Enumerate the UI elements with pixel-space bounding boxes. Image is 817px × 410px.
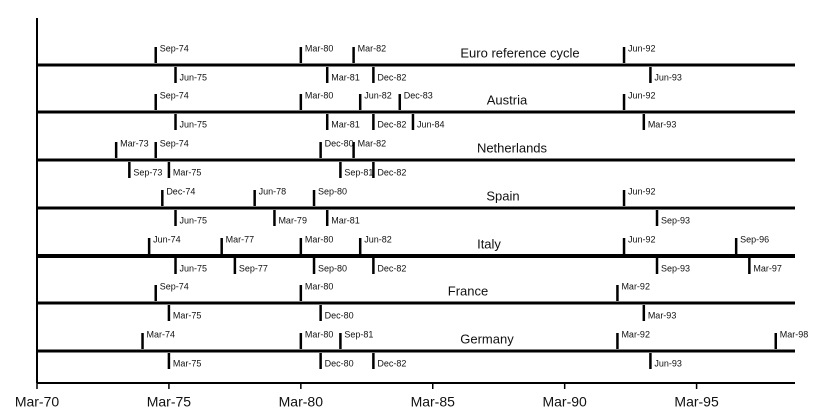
peak-label: Mar-80 [305,43,334,53]
x-tick-label: Mar-90 [542,394,587,410]
trough-label: Mar-75 [173,358,202,368]
trough-label: Mar-81 [331,119,360,129]
peak-label: Mar-82 [358,43,387,53]
trough-label: Mar-97 [753,263,782,273]
x-tick-label: Mar-75 [147,394,192,410]
peak-label: Mar-98 [780,329,809,339]
row-name: Italy [477,236,501,251]
row-name: Germany [460,331,514,346]
trough-label: Sep-93 [661,215,690,225]
trough-label: Sep-77 [239,263,268,273]
x-tick-label: Mar-95 [674,394,719,410]
peak-label: Mar-82 [358,138,387,148]
peak-label: Mar-92 [621,329,650,339]
peak-label: Jun-82 [364,234,392,244]
trough-label: Jun-93 [654,358,682,368]
trough-label: Sep-93 [661,263,690,273]
trough-label: Sep-81 [344,167,373,177]
trough-label: Jun-84 [417,119,445,129]
x-tick-label: Mar-85 [411,394,456,410]
row-name: Euro reference cycle [460,45,579,60]
trough-label: Jun-75 [180,263,208,273]
trough-label: Dec-82 [377,119,406,129]
trough-label: Dec-82 [377,72,406,82]
trough-label: Mar-75 [173,310,202,320]
peak-label: Jun-82 [364,90,392,100]
trough-label: Jun-93 [654,72,682,82]
trough-label: Sep-80 [318,263,347,273]
peak-label: Jun-78 [259,186,287,196]
peak-label: Dec-80 [325,138,354,148]
trough-label: Mar-79 [278,215,307,225]
trough-label: Dec-80 [325,310,354,320]
peak-label: Mar-77 [226,234,255,244]
trough-label: Dec-80 [325,358,354,368]
trough-label: Mar-75 [173,167,202,177]
peak-label: Sep-74 [160,281,189,291]
peak-label: Mar-74 [147,329,176,339]
peak-label: Sep-80 [318,186,347,196]
row-name: Spain [486,188,519,203]
peak-label: Dec-83 [404,90,433,100]
x-tick-label: Mar-70 [15,394,60,410]
row-name: Netherlands [477,140,548,155]
peak-label: Jun-92 [628,186,656,196]
peak-label: Mar-80 [305,234,334,244]
peak-label: Sep-96 [740,234,769,244]
peak-label: Mar-80 [305,90,334,100]
trough-label: Jun-75 [180,119,208,129]
row-name: France [448,283,488,298]
peak-label: Sep-74 [160,43,189,53]
peak-label: Mar-73 [120,138,149,148]
peak-label: Sep-81 [344,329,373,339]
peak-label: Jun-92 [628,234,656,244]
trough-label: Sep-73 [133,167,162,177]
trough-label: Dec-82 [377,263,406,273]
peak-label: Jun-92 [628,90,656,100]
peak-label: Jun-74 [153,234,181,244]
trough-label: Dec-82 [377,167,406,177]
peak-label: Mar-80 [305,281,334,291]
peak-label: Dec-74 [166,186,195,196]
trough-label: Mar-81 [331,72,360,82]
peak-label: Sep-74 [160,138,189,148]
peak-label: Mar-92 [621,281,650,291]
trough-label: Dec-82 [377,358,406,368]
peak-label: Sep-74 [160,90,189,100]
x-tick-label: Mar-80 [279,394,324,410]
trough-label: Mar-93 [648,119,677,129]
row-name: Austria [487,92,528,107]
trough-label: Mar-81 [331,215,360,225]
trough-label: Mar-93 [648,310,677,320]
peak-label: Jun-92 [628,43,656,53]
trough-label: Jun-75 [180,215,208,225]
trough-label: Jun-75 [180,72,208,82]
peak-label: Mar-80 [305,329,334,339]
